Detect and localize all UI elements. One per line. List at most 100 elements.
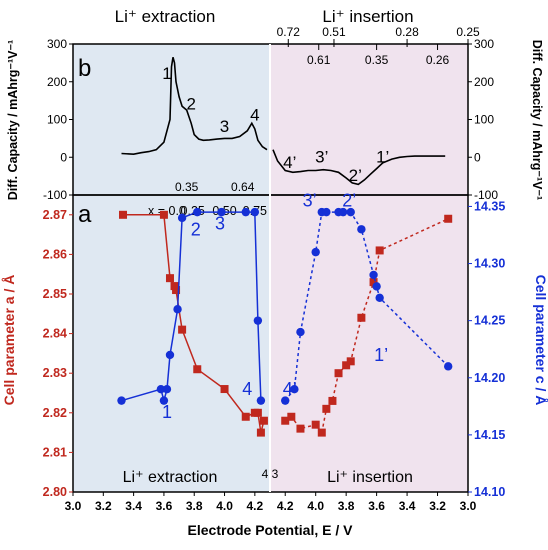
panel-a-c-insertion-point (296, 327, 305, 337)
panel-a-c-extraction-point (256, 396, 266, 405)
panel-a-c-extraction-point (117, 396, 126, 405)
panel-a-c-extraction-point (253, 316, 263, 325)
panel-b-left-axis-title: Diff. Capacity / mAhrg⁻¹V⁻¹ (6, 40, 20, 200)
panel-a-c-extraction-point (177, 213, 187, 223)
panel-b-peak-label: 3’ (315, 147, 328, 166)
panel-a-a-insertion-point (281, 416, 290, 425)
panel-a-x-tick-label: 3.4 (125, 499, 142, 513)
panel-a-point-label: 4’ (283, 379, 297, 399)
panel-a-c-insertion-point (444, 362, 453, 371)
panel-a-a-extraction-point (172, 286, 181, 295)
panel-b-lower-tick-label: 0.64 (231, 180, 255, 194)
panel-a-right-axis-title: Cell parameter c / Å (533, 275, 548, 406)
panel-a-c-insertion-point (372, 282, 381, 291)
panel-a-a-extraction-point (119, 210, 128, 219)
panel-b-insertion-heading: Li⁺ insertion (322, 7, 413, 26)
panel-a-a-insertion-point (334, 369, 343, 378)
panel-a-x-tick-label: 3.6 (156, 499, 173, 513)
panel-b-top-tick-label: 0.72 (277, 25, 301, 39)
panel-b-left-tick-label: 200 (47, 75, 67, 89)
panel-b-right-tick-label: -100 (474, 188, 498, 202)
panel-b-top-tick-label: 0.28 (395, 25, 419, 39)
panel-a-x-tick-label: 3.2 (95, 499, 112, 513)
panel-a-a-extraction-point (165, 274, 174, 283)
panel-a-a-extraction-point (259, 416, 268, 425)
panel-a-c-extraction-point (159, 396, 169, 405)
panel-b-peak-label: 4’ (283, 153, 296, 172)
panel-a-c-insertion-point (346, 207, 355, 217)
panel-a-insertion-region (270, 195, 468, 492)
panel-a-c-extraction-point (156, 384, 166, 394)
panel-a-point-label: 1’ (374, 345, 388, 365)
panel-a-c-insertion-point (338, 207, 348, 217)
panel-a-c-extraction-point (165, 350, 175, 360)
panel-a-x-tick-label: 4.2 (247, 499, 264, 513)
panel-a-a-insertion-point (342, 361, 351, 370)
panel-a-point-label: 1 (162, 402, 172, 422)
panel-a-a-insertion-point (357, 313, 366, 322)
panel-a-left-tick-label: 2.82 (43, 406, 67, 420)
panel-a-a-insertion-point (311, 420, 320, 429)
panel-a-a-extraction-point (220, 385, 229, 394)
panel-a-x-tick-label: 4.0 (307, 499, 324, 513)
panel-a-c-insertion-point (290, 384, 299, 394)
panel-a-left-axis-title: Cell parameter a / Å (1, 275, 17, 406)
panel-a-x-tick-label: 3.4 (399, 499, 416, 513)
panel-b-right-tick-label: 100 (474, 113, 494, 127)
panel-a-x-tick-label: 3.6 (368, 499, 385, 513)
panel-a-c-insertion-point (357, 225, 366, 234)
panel-b-inner-tick-label: 0.26 (426, 53, 450, 67)
panel-a-x-tick-label: 3.0 (65, 499, 82, 513)
panel-b-left-tick-label: 0 (60, 150, 67, 164)
chart-marks: 300 300 200 200 100 100 0 0 -100 -100 0.72 0.51 0.28… (43, 25, 506, 513)
panel-a-right-tick-label: 14.35 (474, 199, 505, 213)
panel-a-a-insertion-point (328, 396, 337, 405)
panel-a-point-label: 2’ (342, 191, 356, 211)
panel-a-right-tick-label: 14.10 (474, 485, 505, 499)
panel-b-right-tick-label: 300 (474, 37, 494, 51)
panel-a-extraction-label: Li⁺ extraction (123, 469, 218, 486)
panel-a-a-insertion-point (317, 428, 326, 437)
panel-a-left-tick-label: 2.80 (43, 485, 67, 499)
panel-b-inner-tick-label: 0.61 (307, 53, 331, 67)
panel-b-extraction-line (121, 56, 268, 156)
panel-a-a-insertion-point (346, 357, 355, 366)
panel-a-insertion-label: Li⁺ insertion (327, 469, 413, 486)
panel-a-x-tick-label: 3.2 (429, 499, 446, 513)
panel-a-left-tick-label: 2.86 (43, 247, 67, 261)
panel-a-letter: a (78, 201, 92, 228)
panel-a-x-axis-title: Electrode Potential, E / V (188, 522, 354, 538)
panel-b-left-tick-label: -100 (43, 188, 67, 202)
panel-a-c-insertion-point (375, 293, 384, 303)
panel-a-x-tick-label: 3.8 (186, 499, 203, 513)
panel-a-c-insertion-point (322, 207, 331, 217)
panel-a-x-tick-label: 4.0 (216, 499, 233, 513)
panel-a-c-extraction-point (217, 207, 226, 217)
panel-a-x-tick-label: 3.0 (460, 499, 477, 513)
panel-a-a-insertion-point (296, 424, 305, 433)
panel-b-inner-tick-label: 0.35 (365, 53, 389, 67)
panel-a-c-extraction-point (250, 207, 260, 217)
panel-a-c-insertion-point (281, 396, 290, 405)
panel-a-x-tick-label: 3.8 (338, 499, 355, 513)
panel-a-point-label: 4 (242, 379, 252, 399)
panel-b-peak-label: 3 (220, 117, 229, 136)
panel-a-a-insertion-point (369, 278, 378, 287)
panel-a-c-insertion-point (369, 270, 378, 280)
panel-a-left-tick-label: 2.85 (43, 287, 67, 301)
panel-b-left-tick-label: 100 (47, 113, 67, 127)
panel-b-peak-label: 2 (186, 94, 195, 113)
panel-a-left-tick-label: 2.83 (43, 366, 67, 380)
panel-a-a-extraction-point (253, 408, 262, 417)
panel-b-top-tick-label: 0.51 (322, 25, 346, 39)
panel-a-a-insertion-point (287, 412, 296, 421)
panel-b-right-axis-title: Diff. Capacity / mAhrg⁻¹V⁻¹ (530, 40, 544, 200)
panel-b-insertion-line (272, 149, 446, 186)
panel-a-c-extraction-point (173, 305, 182, 314)
panel-b-peak-label: 1 (162, 64, 171, 83)
panel-a-right-tick-label: 14.25 (474, 314, 505, 328)
panel-b-lower-tick-label: 0.35 (175, 180, 199, 194)
panel-a-left-tick-label: 2.84 (43, 327, 67, 341)
panel-a-left-tick-label: 2.87 (43, 208, 67, 222)
panel-b-left-tick-label: 300 (47, 37, 67, 51)
